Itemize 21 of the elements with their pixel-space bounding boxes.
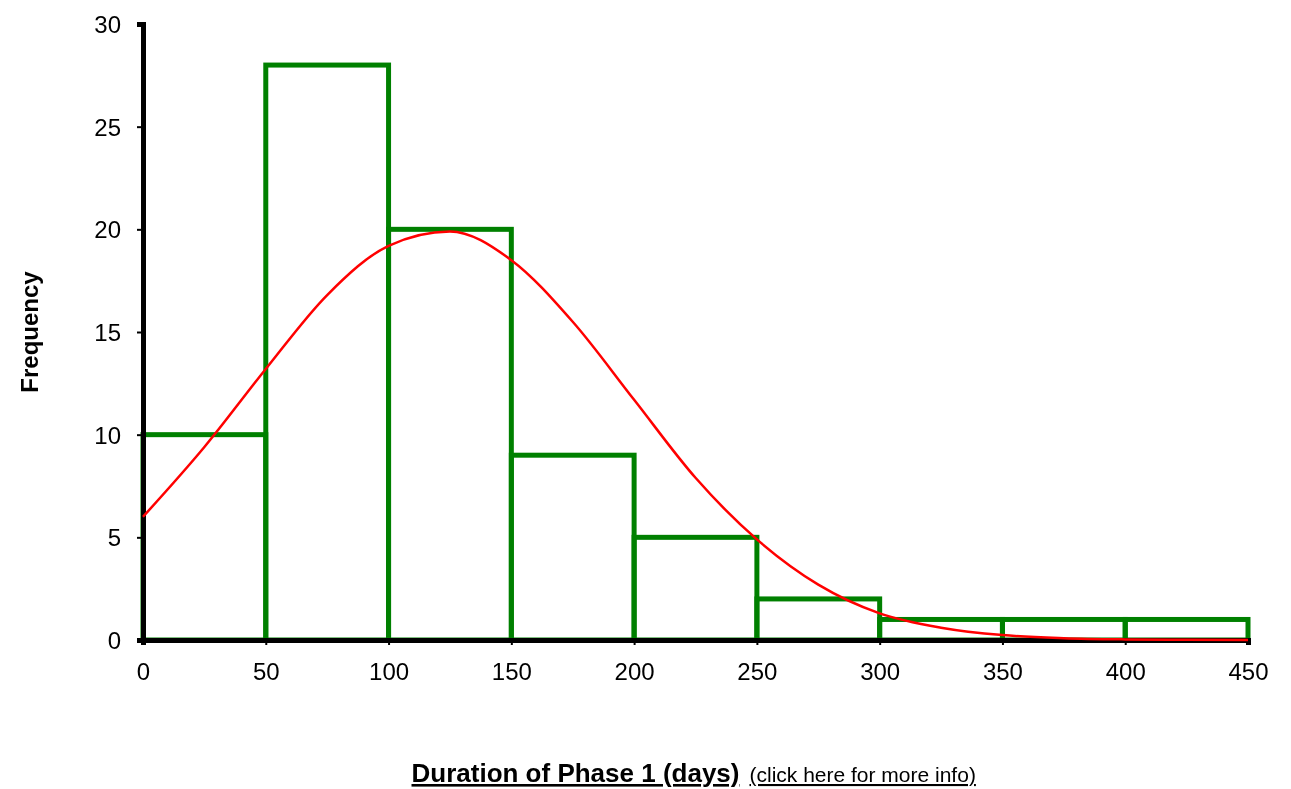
x-tick-label: 150 [491, 658, 532, 686]
x-axis-title: Duration of Phase 1 (days) [411, 758, 740, 788]
y-axis-title: Frequency [16, 270, 43, 393]
x-tick-label: 400 [1105, 658, 1146, 686]
x-tick-label: 450 [1228, 658, 1269, 686]
x-tick-label: 50 [252, 658, 280, 686]
x-tick-label: 350 [982, 658, 1023, 686]
x-tick-label: 250 [737, 658, 778, 686]
y-tick-label: 10 [94, 421, 121, 449]
x-tick-label: 100 [369, 658, 410, 686]
y-tick-label: 30 [94, 11, 121, 38]
y-tick-label: 20 [94, 216, 121, 244]
line-series [141, 230, 1250, 642]
x-tick-label: 300 [860, 658, 901, 686]
y-tick-label: 0 [107, 627, 121, 654]
x-tick-label: 0 [136, 658, 151, 686]
text: (click here for more info) [749, 763, 976, 786]
x-tick-label: 200 [614, 658, 655, 686]
y-tick-label: 5 [107, 524, 121, 552]
y-tick-label: 25 [94, 113, 121, 141]
y-tick-label: 15 [94, 319, 121, 346]
